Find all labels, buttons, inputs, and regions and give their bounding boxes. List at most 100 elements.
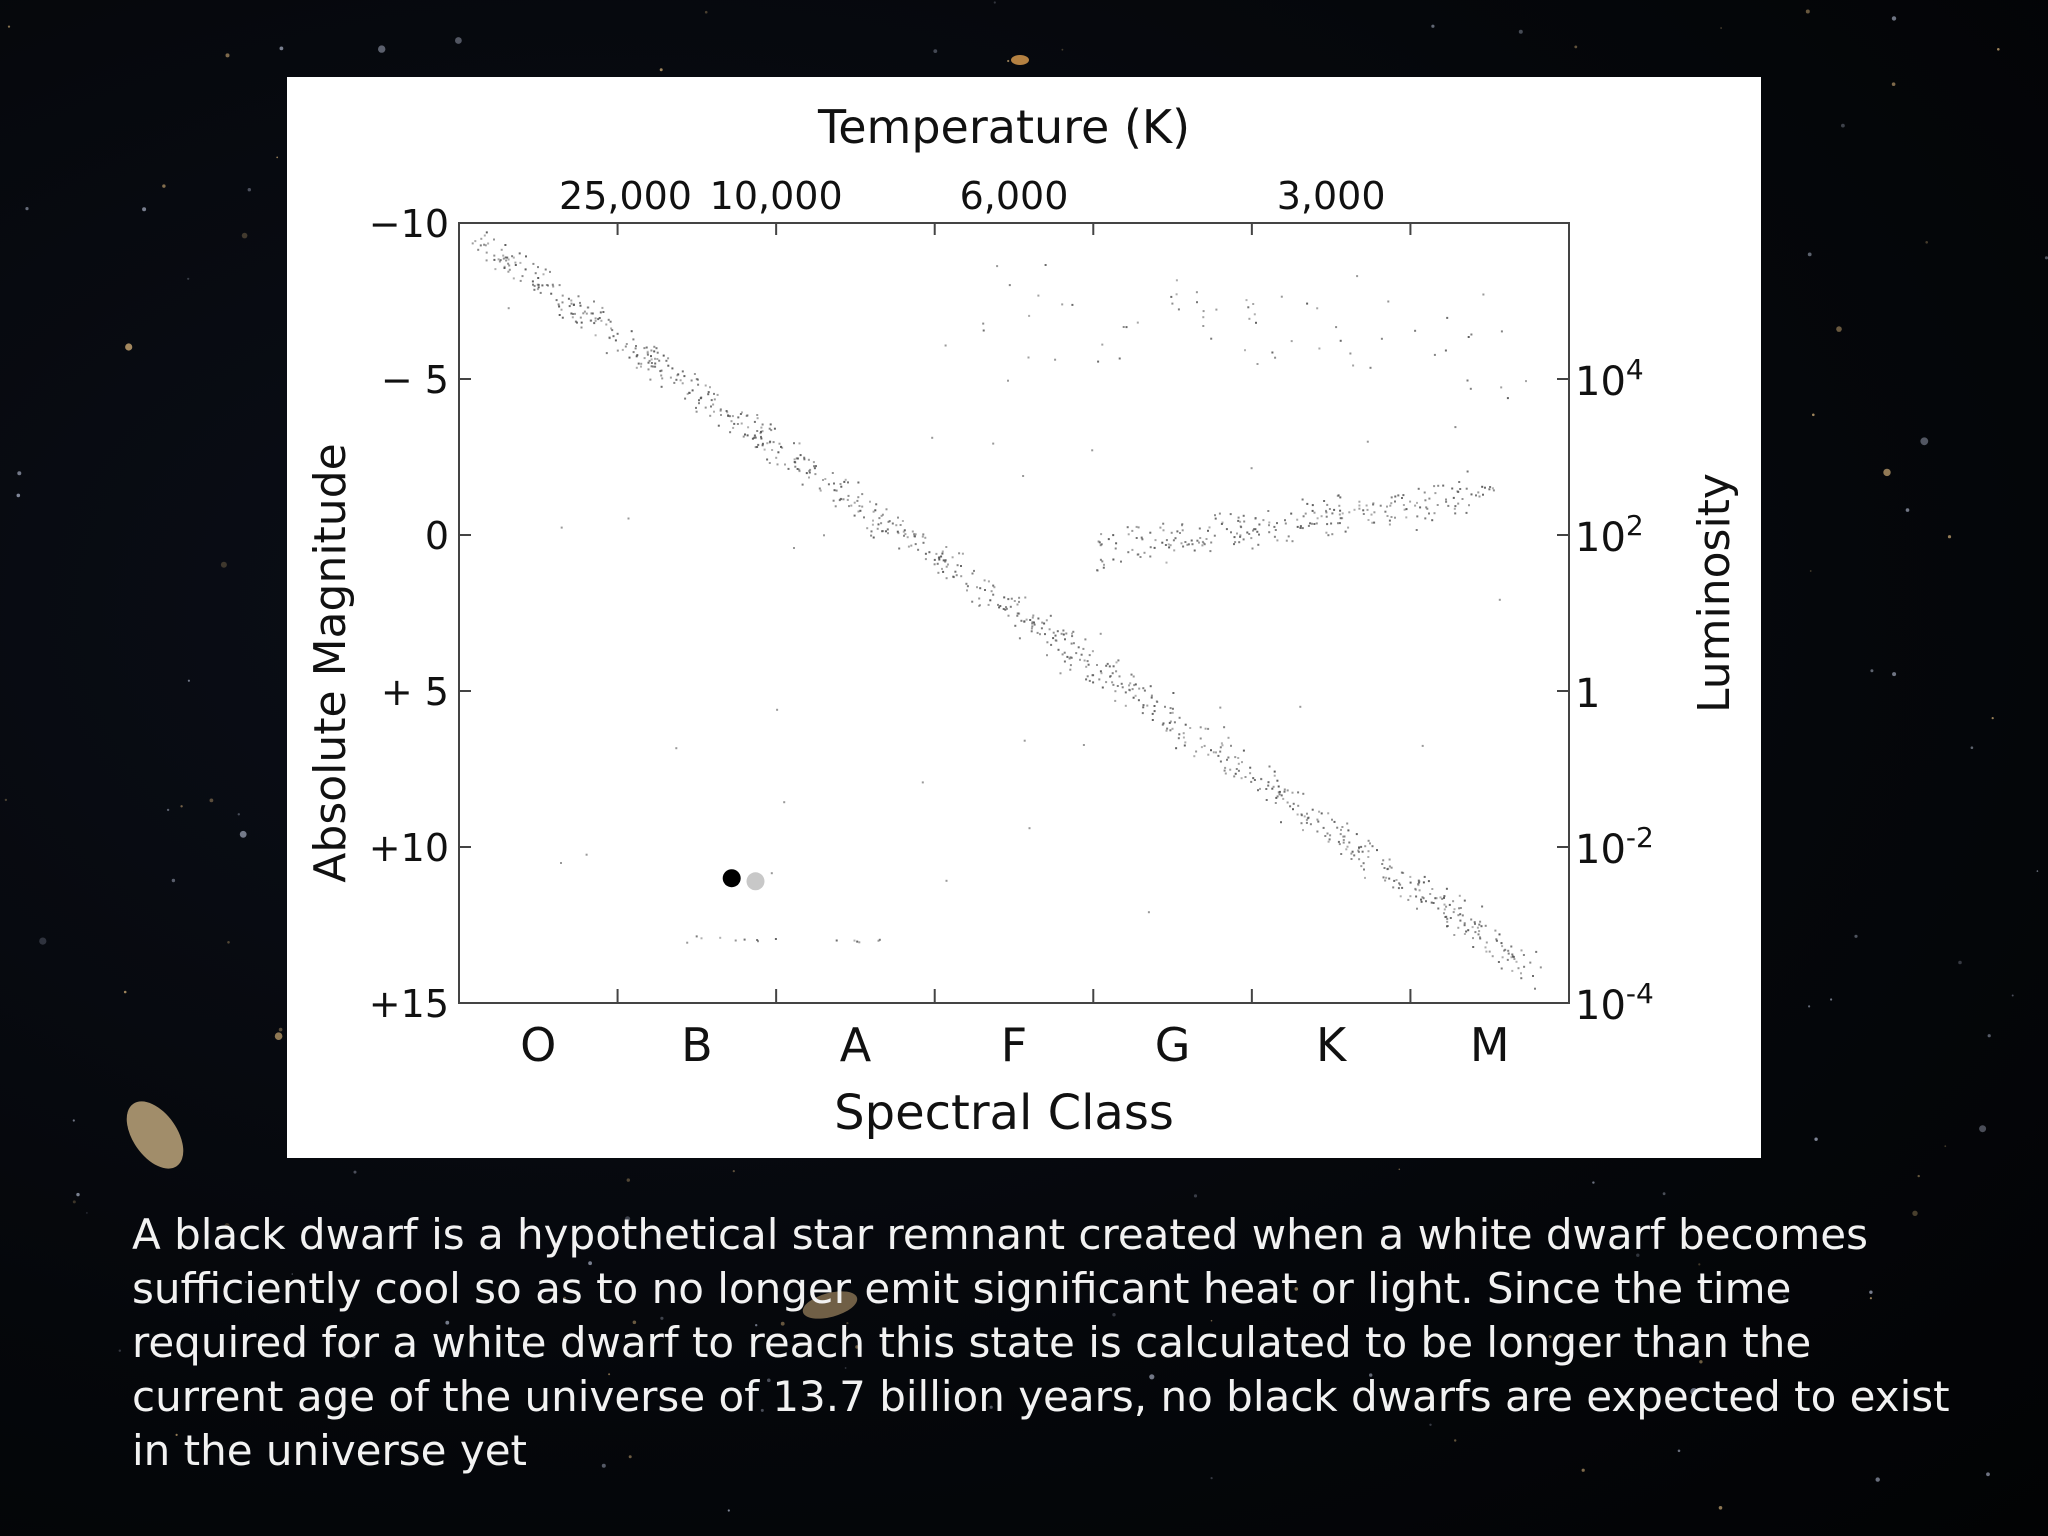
star-point bbox=[1236, 532, 1238, 535]
star-point bbox=[756, 430, 759, 432]
star-point bbox=[601, 306, 604, 309]
star-point bbox=[536, 288, 539, 291]
star-point bbox=[1420, 900, 1423, 903]
star-point bbox=[965, 582, 968, 585]
background-star bbox=[601, 1463, 606, 1468]
star-point bbox=[861, 493, 864, 496]
star-point bbox=[690, 379, 693, 382]
star-point bbox=[1326, 832, 1329, 835]
star-point bbox=[652, 365, 655, 368]
star-point bbox=[1273, 535, 1276, 538]
star-point bbox=[549, 270, 551, 273]
background-star bbox=[16, 493, 21, 498]
star-point bbox=[1498, 598, 1501, 601]
star-point bbox=[1417, 884, 1420, 887]
star-point bbox=[1237, 762, 1240, 765]
star-point bbox=[1331, 818, 1333, 821]
star-point bbox=[574, 312, 576, 315]
star-point bbox=[1247, 306, 1250, 309]
star-point bbox=[1510, 956, 1513, 959]
star-point bbox=[1351, 850, 1354, 853]
star-point bbox=[514, 264, 517, 266]
star-point bbox=[1137, 699, 1140, 702]
star-point bbox=[1181, 529, 1184, 532]
star-point bbox=[1105, 681, 1108, 684]
star-point bbox=[1302, 792, 1305, 795]
background-star bbox=[72, 1200, 76, 1204]
star-point bbox=[1248, 317, 1251, 320]
star-point bbox=[1382, 876, 1385, 879]
star-point bbox=[579, 316, 582, 319]
star-point bbox=[635, 345, 637, 347]
star-point bbox=[511, 255, 514, 258]
star-point bbox=[1344, 530, 1347, 533]
star-point bbox=[1417, 487, 1420, 490]
star-point bbox=[993, 586, 996, 589]
star-point bbox=[1339, 833, 1342, 836]
star-point bbox=[1277, 785, 1280, 788]
star-point bbox=[761, 430, 764, 433]
star-point bbox=[1271, 787, 1274, 790]
star-point bbox=[1120, 560, 1122, 563]
star-point bbox=[886, 528, 889, 531]
star-point bbox=[1291, 791, 1294, 794]
star-point bbox=[1023, 739, 1026, 742]
star-point bbox=[700, 396, 703, 399]
star-point bbox=[1140, 536, 1143, 539]
star-point bbox=[1418, 889, 1421, 892]
star-point bbox=[1427, 880, 1430, 883]
star-point bbox=[1147, 911, 1150, 914]
star-point bbox=[971, 600, 974, 603]
star-point bbox=[1345, 848, 1348, 851]
star-point bbox=[801, 483, 804, 486]
star-point bbox=[1143, 551, 1146, 554]
star-point bbox=[1470, 493, 1473, 496]
star-point bbox=[870, 534, 873, 537]
x-tick-label: F bbox=[1001, 1018, 1027, 1072]
star-point bbox=[1367, 850, 1370, 853]
star-point bbox=[1124, 704, 1127, 707]
star-point bbox=[1071, 632, 1073, 635]
star-point bbox=[1325, 515, 1328, 518]
star-point bbox=[896, 530, 899, 533]
star-point bbox=[649, 378, 652, 381]
star-point bbox=[872, 510, 875, 513]
star-point bbox=[1379, 504, 1382, 507]
star-point bbox=[914, 533, 917, 536]
star-point bbox=[1168, 721, 1171, 724]
star-point bbox=[1245, 299, 1248, 302]
star-point bbox=[756, 446, 759, 448]
star-point bbox=[646, 353, 649, 356]
background-star bbox=[1698, 1263, 1701, 1266]
star-point bbox=[1500, 330, 1503, 333]
star-point bbox=[568, 305, 571, 308]
star-point bbox=[1446, 925, 1449, 927]
background-star bbox=[1947, 535, 1952, 539]
background-star bbox=[1841, 123, 1845, 128]
star-point bbox=[1358, 847, 1360, 850]
star-point bbox=[1133, 684, 1136, 687]
star-point bbox=[753, 434, 756, 437]
star-point bbox=[647, 368, 650, 371]
background-star bbox=[626, 1178, 630, 1182]
star-point bbox=[1169, 544, 1172, 547]
star-point bbox=[1250, 467, 1253, 470]
star-point bbox=[1353, 508, 1356, 511]
star-point bbox=[1069, 668, 1072, 671]
star-point bbox=[1061, 303, 1064, 306]
star-point bbox=[1325, 511, 1328, 514]
star-point bbox=[665, 359, 668, 362]
star-point bbox=[756, 939, 759, 941]
star-point bbox=[1213, 534, 1216, 537]
star-point bbox=[839, 497, 842, 500]
star-point bbox=[586, 306, 589, 309]
star-point bbox=[740, 422, 743, 425]
star-point bbox=[1452, 900, 1455, 903]
background-star bbox=[175, 1433, 178, 1436]
star-point bbox=[1453, 908, 1456, 911]
star-point bbox=[1372, 502, 1375, 505]
star-point bbox=[956, 564, 959, 567]
star-point bbox=[1249, 766, 1252, 769]
star-point bbox=[709, 386, 711, 389]
star-point bbox=[1239, 535, 1242, 538]
